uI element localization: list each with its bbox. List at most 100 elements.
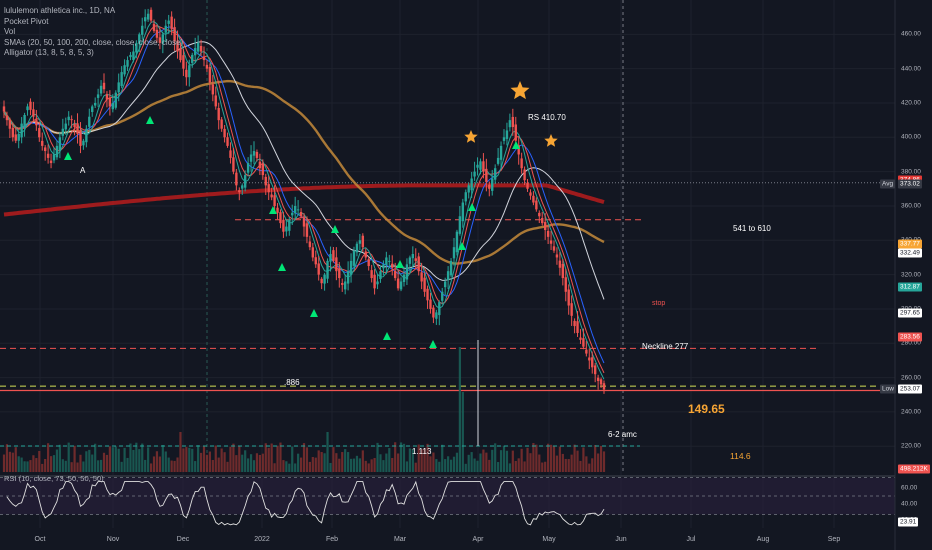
candle-body <box>76 123 79 134</box>
volume-bar <box>179 432 182 472</box>
chart-annotation: RS 410.70 <box>528 112 566 122</box>
volume-bar <box>2 454 6 472</box>
candle-body <box>343 281 347 290</box>
candle-body <box>188 65 191 78</box>
volume-bar <box>397 453 400 472</box>
symbol-title: lululemon athletica inc., 1D, NA <box>4 6 116 15</box>
volume-bar <box>155 451 159 472</box>
candle-body <box>161 34 165 44</box>
rsi-tick-label: 60.00 <box>901 484 918 492</box>
volume-bar <box>549 444 553 472</box>
volume-bar <box>82 461 85 472</box>
price-tick-label: 260.00 <box>901 374 921 382</box>
candle-body <box>199 45 203 52</box>
candle-body <box>49 160 53 164</box>
candle-body <box>26 106 29 111</box>
volume-bar <box>573 444 576 472</box>
volume-bar <box>126 457 129 472</box>
volume-bar <box>152 456 156 472</box>
volume-bar <box>5 444 9 472</box>
volume-bar <box>382 460 385 472</box>
candle-body <box>505 130 509 139</box>
pattern-stars <box>464 81 558 147</box>
time-tick-label: 2022 <box>254 536 270 543</box>
volume-bar <box>376 442 379 472</box>
volume-bar <box>338 458 341 472</box>
volume-bar <box>99 459 103 472</box>
pocket-pivot-triangle <box>331 225 339 233</box>
volume-bar <box>399 442 403 472</box>
candle-body <box>85 128 88 143</box>
time-tick-label: Nov <box>106 536 120 543</box>
volume-bar <box>67 442 70 472</box>
candle-body <box>493 168 497 180</box>
candle-body <box>11 127 15 138</box>
volume-bar <box>470 452 473 472</box>
candle-body <box>79 130 82 146</box>
candle-body <box>96 94 100 98</box>
pocket-pivot-markers <box>64 116 520 348</box>
candle-body <box>358 240 362 244</box>
volume-bar <box>58 444 61 472</box>
candle-body <box>549 240 553 244</box>
volume-bar <box>291 446 294 472</box>
chart-annotation: A <box>80 165 86 175</box>
volume-bar <box>599 445 603 472</box>
volume-bar <box>208 451 211 472</box>
candle-body <box>379 271 382 280</box>
candle-body <box>320 278 323 284</box>
volume-bar <box>373 458 376 472</box>
candle-body <box>126 60 129 67</box>
candle-body <box>132 51 135 61</box>
candle-body <box>561 263 565 279</box>
candle-body <box>88 116 91 127</box>
volume-bar <box>191 448 194 472</box>
candle-body <box>2 106 6 112</box>
candle-body <box>491 178 494 191</box>
candle-body <box>64 123 67 130</box>
candle-body <box>573 320 576 327</box>
candle-body <box>314 257 317 265</box>
candle-body <box>293 205 297 214</box>
candle-body <box>176 40 179 52</box>
volume-bar <box>467 454 470 472</box>
pocket-pivot-triangle <box>278 263 286 271</box>
volume-bar <box>147 447 150 472</box>
volume-bar <box>355 455 359 472</box>
volume-bar <box>26 461 29 472</box>
volume-bar <box>76 462 79 472</box>
volume-bar <box>235 455 238 472</box>
volume-bar <box>458 347 461 472</box>
pattern-star <box>544 134 558 147</box>
candle-body <box>552 246 556 251</box>
price-tick-label: 460.00 <box>901 30 921 38</box>
candle-body <box>432 307 435 318</box>
volume-bar <box>285 461 288 472</box>
volume-bar <box>508 463 511 472</box>
pocket-pivot-triangle <box>468 203 476 211</box>
volume-bar <box>511 450 514 472</box>
indicator-legend: lululemon athletica inc., 1D, NA Pocket … <box>4 6 183 59</box>
volume-bar <box>438 461 441 472</box>
candle-body <box>426 288 429 301</box>
volume-bar <box>564 458 567 472</box>
volume-bar <box>258 454 261 472</box>
volume-bar <box>576 450 579 472</box>
volume-bar <box>38 450 41 472</box>
volume-bar <box>602 451 606 472</box>
volume-bar <box>302 443 306 472</box>
volume-bar <box>276 445 279 472</box>
candle-body <box>276 207 279 213</box>
volume-bar <box>447 456 450 472</box>
candlesticks <box>2 7 606 394</box>
volume-bar <box>238 445 241 472</box>
candle-body <box>167 20 170 24</box>
candle-body <box>402 274 406 282</box>
candle-body <box>223 128 226 138</box>
candle-body <box>149 9 153 21</box>
volume-bar <box>170 460 173 472</box>
volume-bar <box>20 457 23 472</box>
volume-bar <box>473 458 476 472</box>
volume-bar <box>494 443 497 472</box>
